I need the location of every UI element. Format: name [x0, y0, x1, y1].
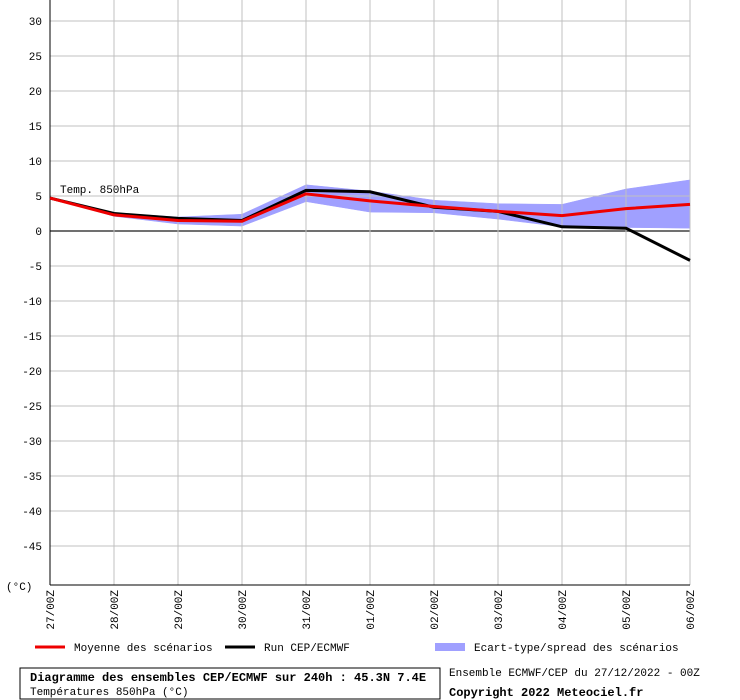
y-tick-label: 20: [29, 87, 42, 99]
x-tick-label: 01/00Z: [366, 590, 378, 630]
series-line: [49, 188, 691, 262]
legend-label: Run CEP/ECMWF: [264, 643, 350, 655]
y-tick-label: -45: [22, 542, 42, 554]
chart-subtitle: Températures 850hPa (°C): [30, 687, 188, 699]
annotation: Temp. 850hPa: [60, 185, 140, 197]
y-tick-label: 5: [35, 192, 42, 204]
x-tick-label: 28/00Z: [110, 590, 122, 630]
legend-swatch: [435, 643, 465, 651]
x-tick-label: 31/00Z: [302, 590, 314, 630]
y-tick-label: 0: [35, 227, 42, 239]
y-tick-label: 15: [29, 122, 42, 134]
y-tick-label: -5: [29, 262, 42, 274]
x-tick-label: 03/00Z: [494, 590, 506, 630]
x-tick-label: 27/00Z: [46, 590, 58, 630]
y-tick-label: 10: [29, 157, 42, 169]
x-tick-label: 30/00Z: [238, 590, 250, 630]
run-info: Ensemble ECMWF/CEP du 27/12/2022 - 00Z: [449, 668, 700, 680]
legend-label: Moyenne des scénarios: [74, 643, 213, 655]
y-tick-label: -35: [22, 472, 42, 484]
chart-title: Diagramme des ensembles CEP/ECMWF sur 24…: [30, 671, 426, 685]
y-tick-label: -10: [22, 297, 42, 309]
y-tick-label: 25: [29, 52, 42, 64]
x-tick-label: 04/00Z: [558, 590, 570, 630]
y-tick-label: -25: [22, 402, 42, 414]
series-line: [49, 192, 691, 223]
x-tick-label: 06/00Z: [686, 590, 698, 630]
y-tick-label: -30: [22, 437, 42, 449]
title-box: [19, 667, 441, 700]
x-tick-label: 29/00Z: [174, 590, 186, 630]
y-axis-label: (°C): [6, 582, 32, 594]
grid-layer: [49, 0, 691, 586]
y-tick-label: 30: [29, 17, 42, 29]
y-tick-label: -15: [22, 332, 42, 344]
copyright: Copyright 2022 Meteociel.fr: [449, 686, 643, 700]
y-tick-label: -20: [22, 367, 42, 379]
legend-label: Ecart-type/spread des scénarios: [474, 643, 679, 655]
y-tick-label: -40: [22, 507, 42, 519]
x-tick-label: 02/00Z: [430, 590, 442, 630]
x-tick-label: 05/00Z: [622, 590, 634, 630]
line-layer: [49, 188, 691, 262]
